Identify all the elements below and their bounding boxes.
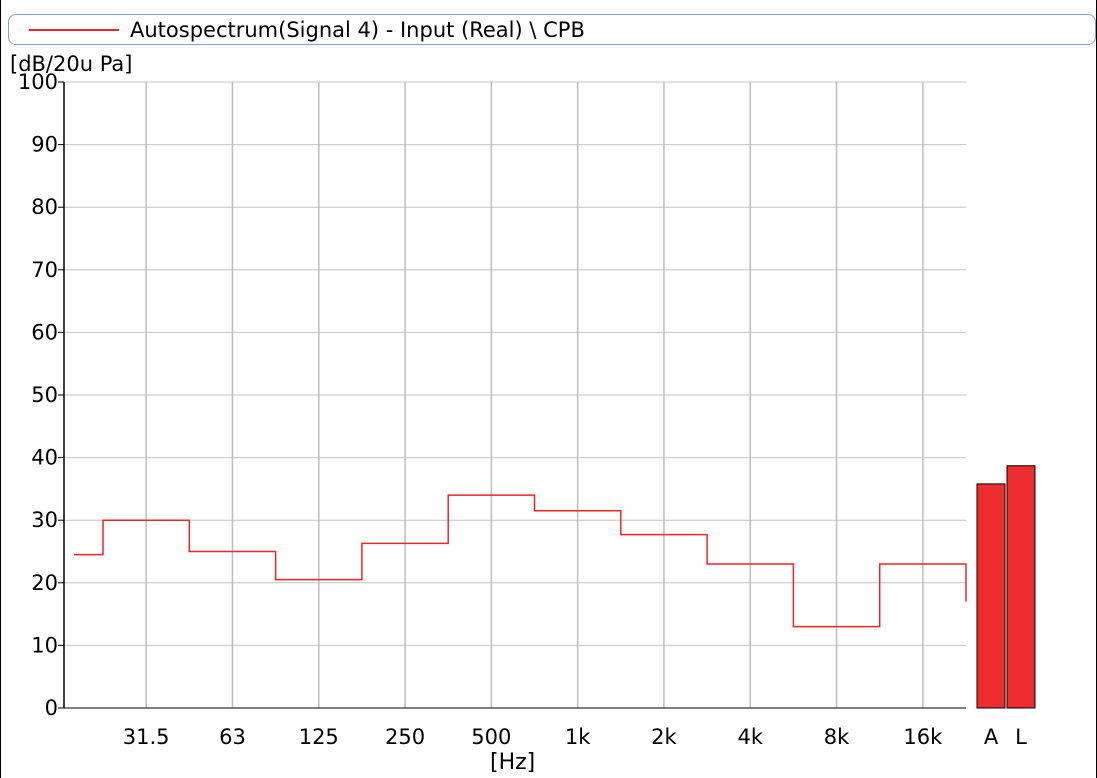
y-tick-label: 40 [31, 446, 58, 470]
x-tick-label: 16k [903, 725, 943, 749]
x-tick-label: 4k [737, 725, 763, 749]
bar-label-a: A [984, 725, 999, 749]
y-tick-label: 80 [31, 195, 58, 219]
bar-label-l: L [1015, 725, 1027, 749]
y-axis-unit: [dB/20u Pa] [10, 52, 133, 76]
y-tick-label: 100 [18, 70, 58, 94]
y-tick-label: 0 [45, 696, 58, 720]
y-tick-label: 90 [31, 133, 58, 157]
x-tick-label: 125 [299, 725, 339, 749]
x-tick-label: 31.5 [123, 725, 170, 749]
y-tick-label: 30 [31, 508, 58, 532]
bar-a [976, 483, 1006, 709]
y-tick-label: 70 [31, 258, 58, 282]
y-tick-label: 50 [31, 383, 58, 407]
x-tick-label: 63 [219, 725, 246, 749]
y-tick-label: 20 [31, 571, 58, 595]
series-line [74, 494, 967, 628]
x-tick-label: 250 [385, 725, 425, 749]
x-tick-label: 8k [824, 725, 850, 749]
bar-l [1006, 465, 1036, 709]
x-tick-label: 2k [651, 725, 677, 749]
x-axis-unit: [Hz] [490, 750, 536, 775]
x-tick-label: 500 [471, 725, 511, 749]
legend-line-swatch [29, 29, 119, 31]
legend[interactable]: Autospectrum(Signal 4) - Input (Real) \ … [8, 14, 1096, 45]
y-tick-label: 10 [31, 633, 58, 657]
legend-label: Autospectrum(Signal 4) - Input (Real) \ … [130, 18, 585, 42]
x-tick-label: 1k [565, 725, 591, 749]
y-tick-label: 60 [31, 320, 58, 344]
